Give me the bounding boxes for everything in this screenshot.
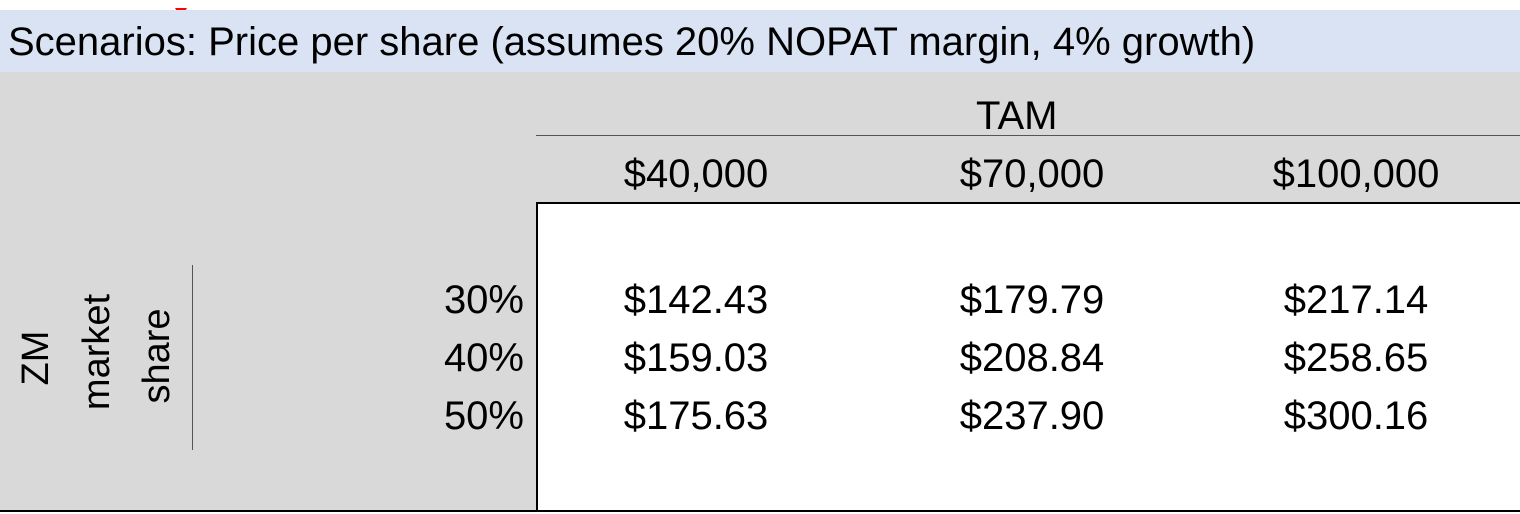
table-cell[interactable]: $208.84 xyxy=(959,336,1105,380)
table-cell[interactable]: $159.03 xyxy=(623,336,769,380)
scenario-title-band xyxy=(0,10,1520,72)
row-group-label-line: market xyxy=(76,293,118,411)
table-cell[interactable]: $179.79 xyxy=(959,278,1105,322)
table-cell[interactable]: $142.43 xyxy=(623,278,769,322)
row-header: 40% xyxy=(443,336,524,380)
table-cell[interactable]: $175.63 xyxy=(623,394,769,438)
table-cell[interactable]: $237.90 xyxy=(959,394,1105,438)
scenario-caption: Scenarios: Price per share (assumes 20% … xyxy=(8,20,1256,64)
table-cell[interactable]: $258.65 xyxy=(1283,336,1429,380)
table-cell[interactable]: $217.14 xyxy=(1283,278,1429,322)
column-header: $100,000 xyxy=(1272,152,1440,196)
results-grid xyxy=(536,202,1520,512)
row-group-label-line: share xyxy=(136,308,178,404)
cut-off-title-strip xyxy=(0,0,1520,10)
row-group-divider xyxy=(192,265,193,450)
row-header: 30% xyxy=(443,278,524,322)
column-header: $70,000 xyxy=(959,152,1105,196)
tam-underline xyxy=(536,135,1520,136)
table-cell[interactable]: $300.16 xyxy=(1283,394,1429,438)
row-header: 50% xyxy=(443,394,524,438)
column-header: $40,000 xyxy=(623,152,769,196)
tam-header: TAM xyxy=(976,94,1058,138)
table-bottom-border xyxy=(0,510,1520,512)
row-group-label-line: ZM xyxy=(15,330,57,386)
